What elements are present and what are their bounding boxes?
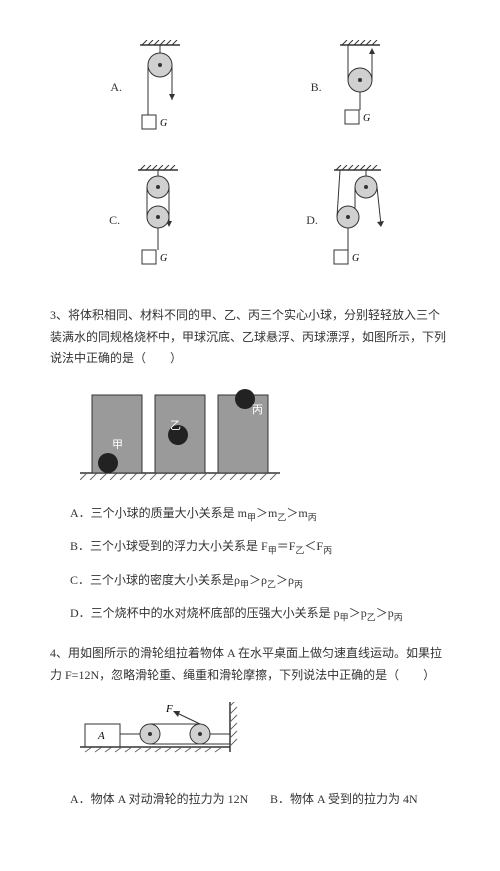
pulley-diagram-d: G <box>326 165 391 275</box>
weight-label: G <box>363 113 370 124</box>
weight-label: G <box>352 253 359 264</box>
force-f-label: F <box>165 703 173 715</box>
option-a-cell: A. G <box>110 40 190 135</box>
q3-option-d: D．三个烧杯中的水对烧杯底部的压强大小关系是 p甲＞p乙＞p丙 <box>70 604 450 623</box>
option-c-letter: C. <box>109 213 120 228</box>
q3-figure: 甲 乙 丙 <box>80 385 450 484</box>
weight-label: G <box>160 253 167 264</box>
q4-figure: A F <box>80 702 450 761</box>
pulley-row-1: A. G B. <box>50 40 450 135</box>
q3-option-a: A．三个小球的质量大小关系是 m甲＞m乙＞m丙 <box>70 504 450 523</box>
q3-text: 3、将体积相同、材料不同的甲、乙、丙三个实心小球，分别轻轻放入三个装满水的同规格… <box>50 305 450 370</box>
pulley-diagram-a: G <box>130 40 190 135</box>
weight-label: G <box>160 118 167 129</box>
label-jia: 甲 <box>112 439 123 451</box>
label-bing: 丙 <box>252 404 263 416</box>
pulley-row-2: C. G D. <box>50 165 450 275</box>
option-c-cell: C. G <box>109 165 188 275</box>
q4-text: 4、用如图所示的滑轮组拉着物体 A 在水平桌面上做匀速直线运动。如果拉力 F=1… <box>50 643 450 686</box>
option-d-letter: D. <box>306 213 318 228</box>
q4-option-b: B．物体 A 受到的拉力为 4N <box>270 790 450 807</box>
option-a-letter: A. <box>110 80 122 95</box>
q3-option-c: C．三个小球的密度大小关系是ρ甲＞ρ乙＞ρ丙 <box>70 571 450 590</box>
option-b-cell: B. G <box>311 40 390 135</box>
block-a-label: A <box>97 730 105 742</box>
q4-option-a: A．物体 A 对动滑轮的拉力为 12N <box>70 790 250 807</box>
q4-options-row: A．物体 A 对动滑轮的拉力为 12N B．物体 A 受到的拉力为 4N <box>50 776 450 821</box>
pulley-diagram-c: G <box>128 165 188 275</box>
option-d-cell: D. G <box>306 165 391 275</box>
pulley-diagram-b: G <box>330 40 390 135</box>
option-b-letter: B. <box>311 80 322 95</box>
label-yi: 乙 <box>170 419 181 432</box>
q3-option-b: B．三个小球受到的浮力大小关系是 F甲＝F乙＜F丙 <box>70 537 450 556</box>
